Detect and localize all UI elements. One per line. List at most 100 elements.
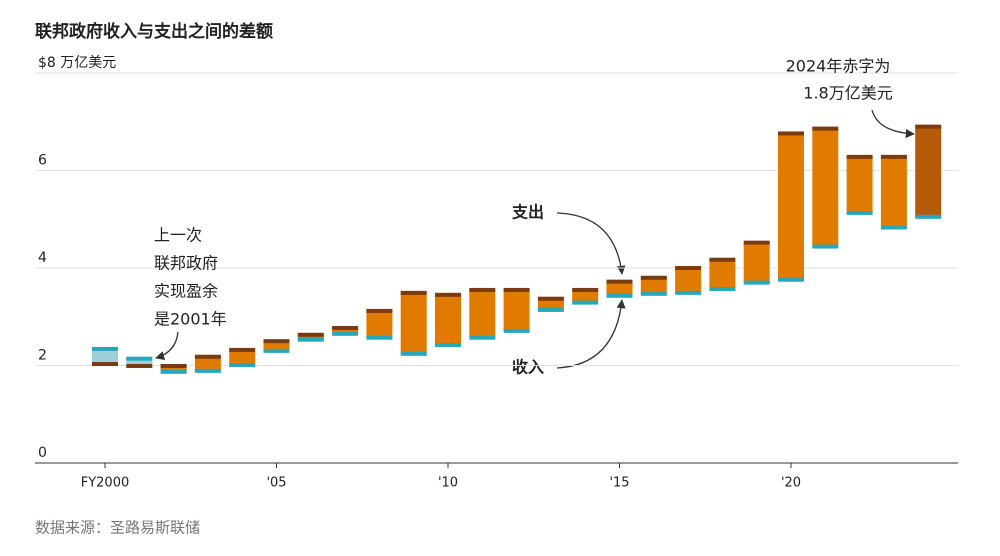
outlay-cap [366,308,393,313]
x-tick-label: '20 [781,476,801,491]
gap-bar [469,289,496,338]
gap-bar [263,341,290,351]
gap-bar [332,327,359,334]
gap-bar [778,133,804,280]
annotation: 1.8万亿美元 [803,84,892,103]
revenue-cap [263,348,290,353]
revenue-cap [640,291,667,296]
revenue-cap [366,335,393,340]
gap-bar [915,126,942,217]
y-tick-label: 2 [38,348,47,364]
revenue-cap [709,286,736,291]
revenue-cap [126,356,153,361]
gap-bar [366,310,393,338]
gap-bar [572,289,599,303]
revenue-cap [332,331,359,336]
revenue-cap [572,300,599,305]
outlay-cap [160,363,187,368]
annotation: 是2001年 [154,310,227,329]
outlay-cap [435,292,461,297]
y-tick-label: 4 [38,250,47,266]
source: 数据来源：圣路易斯联储 [35,519,200,537]
outlay-cap [778,131,804,136]
outlay-cap [297,332,324,337]
arrow [155,331,179,361]
gap-bar [640,277,667,294]
revenue-cap [812,244,839,249]
revenue-cap [297,337,324,342]
arrow [556,299,626,369]
revenue-cap [160,369,187,374]
series-label: 支出 [511,203,544,222]
revenue-cap [846,210,873,215]
chart-title: 联邦政府收入与支出之间的差额 [35,21,273,42]
gap-bar [606,281,633,296]
outlay-cap [915,124,942,129]
outlay-cap [640,275,667,280]
outlay-cap [263,339,290,344]
series-label: 收入 [512,358,544,377]
gap-bar [297,334,324,340]
revenue-cap [469,335,496,340]
revenue-cap [435,343,461,348]
outlay-cap [537,296,564,301]
gap-bar [846,156,873,213]
x-tick-label: '05 [266,476,286,491]
x-tick-label: '10 [438,476,458,491]
revenue-cap [675,290,702,295]
gap-bar [400,292,427,354]
gap-bar [743,242,770,283]
outlay-cap [503,287,530,292]
revenue-cap [915,214,942,219]
revenue-cap [194,368,221,373]
revenue-cap [778,277,804,282]
outlay-cap [743,240,770,245]
outlay-cap [709,257,736,262]
revenue-cap [229,363,256,368]
arrow [556,212,626,275]
gap-bar [92,348,118,365]
gap-bar [537,298,564,310]
revenue-cap [743,280,770,285]
x-tick-label: FY2000 [81,476,130,491]
outlay-cap [880,154,907,159]
gap-bar [194,356,221,371]
revenue-cap [400,351,427,356]
outlay-cap [126,363,153,368]
y-tick-label: $8 万亿美元 [38,55,116,71]
arrow [871,109,915,139]
annotation: 实现盈余 [154,282,218,301]
y-tick-label: 6 [38,153,47,169]
gap-bar [160,365,187,372]
outlay-cap [400,290,427,295]
x-tick-label: '15 [609,476,629,491]
revenue-cap [92,346,118,351]
annotation: 2024年赤字为 [786,57,891,76]
outlay-cap [846,154,873,159]
outlay-cap [606,279,633,284]
revenue-cap [606,293,633,298]
gap-bar [126,358,153,366]
gap-bar [503,289,530,331]
gap-bar [229,349,256,366]
outlay-cap [92,362,118,367]
annotation: 上一次 [154,226,202,245]
gap-bar [709,259,736,289]
revenue-cap [880,225,907,230]
outlay-cap [229,347,256,352]
outlay-cap [332,325,359,330]
outlay-cap [812,126,839,131]
gap-bar [812,128,839,247]
gap-bar [880,156,907,228]
outlay-cap [675,266,702,270]
outlay-cap [469,287,496,292]
gap-bar [675,268,702,293]
revenue-cap [503,328,530,333]
outlay-cap [194,354,221,359]
revenue-cap [537,307,564,312]
outlay-cap [572,287,599,292]
annotations: 支出 收入 [155,109,915,377]
gap-bar [435,294,461,346]
